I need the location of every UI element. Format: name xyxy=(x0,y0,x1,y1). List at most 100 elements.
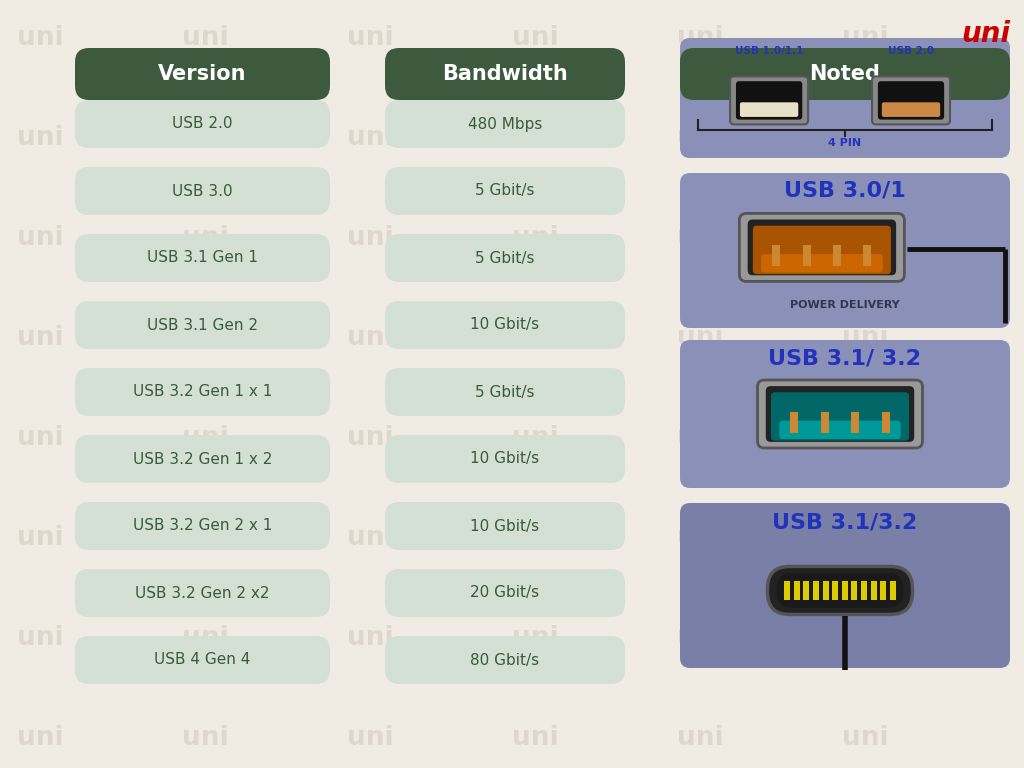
Text: uni: uni xyxy=(842,225,888,251)
FancyBboxPatch shape xyxy=(872,76,950,124)
Bar xyxy=(813,581,819,600)
Text: 10 Gbit/s: 10 Gbit/s xyxy=(470,518,540,534)
FancyBboxPatch shape xyxy=(748,220,896,275)
Text: uni: uni xyxy=(181,725,228,751)
Text: uni: uni xyxy=(842,725,888,751)
Bar xyxy=(791,412,799,433)
Text: uni: uni xyxy=(677,225,723,251)
FancyBboxPatch shape xyxy=(385,234,625,282)
FancyBboxPatch shape xyxy=(771,392,909,441)
Text: uni: uni xyxy=(677,125,723,151)
Text: uni: uni xyxy=(842,625,888,651)
FancyBboxPatch shape xyxy=(882,102,940,117)
Text: uni: uni xyxy=(347,25,393,51)
Text: uni: uni xyxy=(347,325,393,351)
Text: uni: uni xyxy=(677,725,723,751)
FancyBboxPatch shape xyxy=(730,76,808,124)
FancyBboxPatch shape xyxy=(75,48,330,100)
FancyBboxPatch shape xyxy=(385,569,625,617)
Text: uni: uni xyxy=(677,425,723,451)
FancyBboxPatch shape xyxy=(740,102,799,117)
Text: Bandwidth: Bandwidth xyxy=(442,64,568,84)
Text: uni: uni xyxy=(961,20,1010,48)
Bar xyxy=(890,581,896,600)
FancyBboxPatch shape xyxy=(75,636,330,684)
FancyBboxPatch shape xyxy=(766,386,914,442)
Bar xyxy=(881,581,887,600)
Text: USB 3.2 Gen 2 x 1: USB 3.2 Gen 2 x 1 xyxy=(133,518,272,534)
Text: USB 2.0: USB 2.0 xyxy=(888,46,934,56)
FancyBboxPatch shape xyxy=(385,636,625,684)
Text: uni: uni xyxy=(842,125,888,151)
Text: uni: uni xyxy=(16,425,63,451)
Bar xyxy=(821,412,828,433)
Text: uni: uni xyxy=(347,125,393,151)
Text: uni: uni xyxy=(512,625,558,651)
FancyBboxPatch shape xyxy=(768,567,912,614)
Bar xyxy=(851,581,857,600)
Text: 4 PIN: 4 PIN xyxy=(828,138,861,148)
Text: USB 2.0: USB 2.0 xyxy=(172,117,232,131)
Text: Noted: Noted xyxy=(810,64,881,84)
Text: uni: uni xyxy=(677,25,723,51)
Text: Version: Version xyxy=(159,64,247,84)
Bar xyxy=(834,245,841,266)
Text: uni: uni xyxy=(512,525,558,551)
FancyBboxPatch shape xyxy=(385,502,625,550)
Text: uni: uni xyxy=(181,625,228,651)
FancyBboxPatch shape xyxy=(779,421,901,439)
Bar xyxy=(822,581,828,600)
Text: uni: uni xyxy=(181,125,228,151)
FancyBboxPatch shape xyxy=(680,173,1010,328)
Text: USB 4 Gen 4: USB 4 Gen 4 xyxy=(155,653,251,667)
Text: uni: uni xyxy=(842,525,888,551)
Text: USB 3.0: USB 3.0 xyxy=(172,184,232,198)
Text: USB 3.2 Gen 1 x 2: USB 3.2 Gen 1 x 2 xyxy=(133,452,272,466)
FancyBboxPatch shape xyxy=(385,368,625,416)
Text: uni: uni xyxy=(16,225,63,251)
Bar xyxy=(803,581,809,600)
FancyBboxPatch shape xyxy=(385,301,625,349)
Text: USB 3.1/3.2: USB 3.1/3.2 xyxy=(772,513,918,533)
Bar xyxy=(851,412,859,433)
Bar xyxy=(863,245,871,266)
FancyBboxPatch shape xyxy=(75,234,330,282)
FancyBboxPatch shape xyxy=(758,380,923,448)
FancyBboxPatch shape xyxy=(777,573,903,607)
Text: uni: uni xyxy=(512,125,558,151)
Text: USB 3.1 Gen 2: USB 3.1 Gen 2 xyxy=(147,317,258,333)
FancyBboxPatch shape xyxy=(753,226,891,274)
Text: uni: uni xyxy=(181,525,228,551)
Text: uni: uni xyxy=(16,725,63,751)
Text: USB 1.0/1.1: USB 1.0/1.1 xyxy=(735,46,803,56)
Text: uni: uni xyxy=(347,425,393,451)
Text: uni: uni xyxy=(512,25,558,51)
Text: 5 Gbit/s: 5 Gbit/s xyxy=(475,250,535,266)
Text: uni: uni xyxy=(677,325,723,351)
Bar xyxy=(772,245,780,266)
FancyBboxPatch shape xyxy=(75,167,330,215)
FancyBboxPatch shape xyxy=(680,38,1010,158)
Text: USB 3.1/ 3.2: USB 3.1/ 3.2 xyxy=(768,348,922,368)
Text: uni: uni xyxy=(16,325,63,351)
Text: uni: uni xyxy=(842,325,888,351)
FancyBboxPatch shape xyxy=(761,254,883,273)
FancyBboxPatch shape xyxy=(385,167,625,215)
Text: uni: uni xyxy=(677,625,723,651)
Text: 5 Gbit/s: 5 Gbit/s xyxy=(475,184,535,198)
FancyBboxPatch shape xyxy=(75,502,330,550)
Text: uni: uni xyxy=(181,425,228,451)
FancyBboxPatch shape xyxy=(385,100,625,148)
FancyBboxPatch shape xyxy=(680,503,1010,668)
Text: uni: uni xyxy=(181,325,228,351)
Text: 5 Gbit/s: 5 Gbit/s xyxy=(475,385,535,399)
Text: uni: uni xyxy=(16,125,63,151)
FancyBboxPatch shape xyxy=(385,435,625,483)
Text: 480 Mbps: 480 Mbps xyxy=(468,117,542,131)
FancyBboxPatch shape xyxy=(75,100,330,148)
Text: uni: uni xyxy=(347,625,393,651)
Text: uni: uni xyxy=(16,25,63,51)
Text: uni: uni xyxy=(512,425,558,451)
Bar xyxy=(833,581,839,600)
Text: 10 Gbit/s: 10 Gbit/s xyxy=(470,317,540,333)
